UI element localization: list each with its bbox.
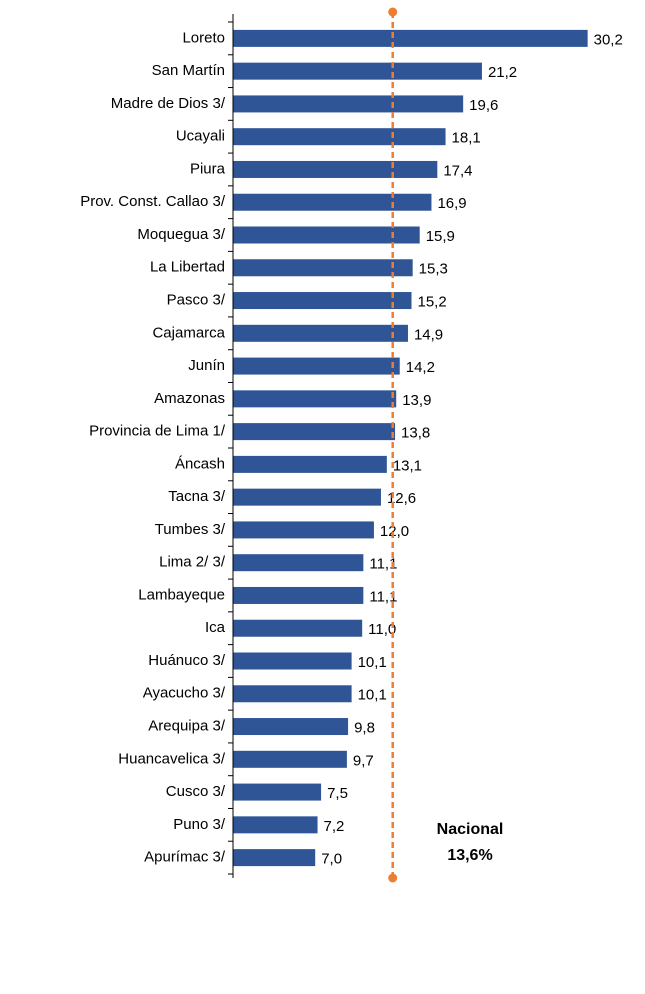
bar: [233, 849, 316, 867]
y-tick-label: Tumbes 3/: [155, 521, 226, 538]
value-label: 10,1: [358, 687, 387, 704]
y-tick-label: Madre de Dios 3/: [111, 95, 226, 112]
bar: [233, 128, 446, 146]
bar: [233, 783, 322, 801]
bar: [233, 521, 374, 539]
value-label: 12,0: [380, 523, 409, 540]
y-tick-label: Pasco 3/: [167, 292, 226, 309]
y-tick-label: Apurímac 3/: [144, 849, 226, 866]
y-tick-label: Lima 2/ 3/: [159, 554, 226, 571]
y-tick-label: Cajamarca: [152, 324, 225, 341]
y-tick-label: Provincia de Lima 1/: [89, 423, 226, 440]
bar: [233, 390, 397, 408]
value-label: 13,8: [401, 425, 430, 442]
reference-dot: [388, 7, 398, 17]
value-label: 15,3: [419, 261, 448, 278]
value-label: 30,2: [594, 31, 623, 48]
bar: [233, 718, 349, 736]
bar: [233, 423, 396, 441]
y-tick-label: Arequipa 3/: [148, 718, 226, 735]
y-tick-label: Amazonas: [154, 390, 225, 407]
bar: [233, 29, 588, 47]
bar: [233, 619, 363, 637]
y-tick-label: Ayacucho 3/: [143, 685, 226, 702]
bar: [233, 816, 318, 834]
y-tick-label: Cusco 3/: [166, 783, 226, 800]
bar: [233, 160, 438, 178]
value-label: 14,2: [406, 359, 435, 376]
value-label: 13,9: [402, 392, 431, 409]
value-label: 12,6: [387, 490, 416, 507]
bar: [233, 259, 413, 277]
bar: [233, 488, 381, 506]
bar: [233, 62, 482, 80]
value-label: 21,2: [488, 64, 517, 81]
bar: [233, 226, 420, 244]
bar: [233, 324, 408, 342]
bar: [233, 357, 400, 375]
value-label: 11,1: [369, 588, 397, 605]
bar: [233, 193, 432, 211]
value-label: 13,1: [393, 457, 422, 474]
reference-dot: [388, 873, 398, 883]
y-tick-label: Moquegua 3/: [137, 226, 225, 243]
bar: [233, 455, 387, 473]
reference-label: Nacional: [437, 821, 504, 838]
value-label: 7,0: [321, 851, 342, 868]
value-label: 16,9: [437, 195, 466, 212]
bar: [233, 95, 464, 113]
value-label: 17,4: [443, 162, 472, 179]
y-tick-label: San Martín: [152, 62, 225, 79]
y-tick-label: Áncash: [175, 455, 225, 472]
value-label: 14,9: [414, 326, 443, 343]
value-label: 11,1: [369, 556, 397, 573]
reference-value-label: 13,6%: [447, 847, 492, 864]
value-label: 11,0: [368, 621, 396, 638]
bar: [233, 750, 347, 768]
y-tick-label: Lambayeque: [138, 586, 225, 603]
y-tick-label: Piura: [190, 160, 226, 177]
value-label: 10,1: [358, 654, 387, 671]
value-label: 9,7: [353, 752, 374, 769]
y-tick-label: La Libertad: [150, 259, 225, 276]
y-tick-label: Loreto: [182, 29, 225, 46]
value-label: 19,6: [469, 97, 498, 114]
y-tick-label: Puno 3/: [173, 816, 226, 833]
value-label: 7,2: [324, 818, 345, 835]
value-label: 15,9: [426, 228, 455, 245]
y-tick-label: Junín: [188, 357, 225, 374]
bar: [233, 292, 412, 310]
y-tick-label: Ucayali: [176, 128, 225, 145]
bar: [233, 685, 352, 703]
bar: [233, 554, 364, 572]
y-tick-label: Ica: [205, 619, 226, 636]
value-label: 15,2: [417, 294, 446, 311]
y-tick-label: Huancavelica 3/: [118, 750, 226, 767]
y-tick-label: Prov. Const. Callao 3/: [80, 193, 226, 210]
value-label: 18,1: [452, 130, 481, 147]
bar: [233, 586, 364, 604]
y-tick-label: Huánuco 3/: [148, 652, 226, 669]
value-label: 9,8: [354, 720, 375, 737]
value-label: 7,5: [327, 785, 348, 802]
y-tick-label: Tacna 3/: [168, 488, 226, 505]
bar: [233, 652, 352, 670]
